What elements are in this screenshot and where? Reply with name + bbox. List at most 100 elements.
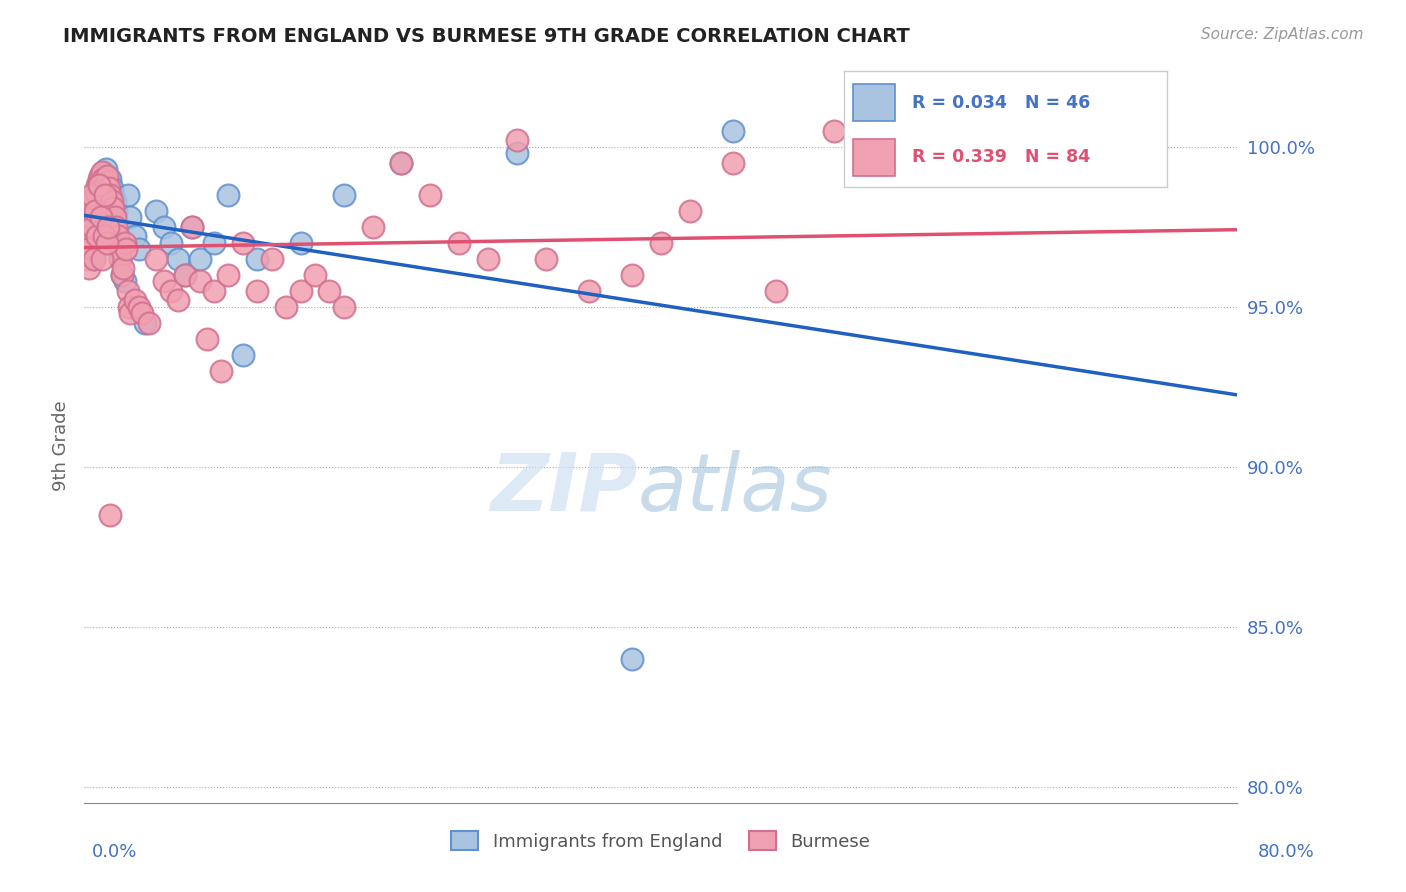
Point	[419, 187, 441, 202]
Point	[621, 652, 644, 666]
Point	[361, 219, 384, 234]
Point	[98, 508, 121, 522]
Point	[209, 364, 232, 378]
Point	[105, 219, 128, 234]
Point	[318, 284, 340, 298]
Point	[246, 252, 269, 266]
Text: R = 0.034   N = 46: R = 0.034 N = 46	[911, 94, 1090, 112]
Point	[120, 210, 142, 224]
Point	[97, 181, 120, 195]
Point	[108, 242, 131, 256]
Text: R = 0.339   N = 84: R = 0.339 N = 84	[911, 148, 1090, 166]
Point	[86, 229, 108, 244]
Point	[112, 261, 135, 276]
Bar	[853, 84, 896, 121]
Point	[188, 274, 211, 288]
Point	[167, 293, 190, 308]
Legend: Immigrants from England, Burmese: Immigrants from England, Burmese	[444, 824, 877, 858]
Point	[91, 165, 114, 179]
Point	[77, 242, 100, 256]
Point	[218, 268, 240, 282]
Point	[90, 165, 112, 179]
Point	[82, 229, 104, 244]
Point	[100, 194, 122, 209]
Point	[290, 235, 312, 250]
Text: Source: ZipAtlas.com: Source: ZipAtlas.com	[1201, 27, 1364, 42]
Point	[103, 201, 124, 215]
Point	[104, 194, 127, 209]
Point	[120, 306, 142, 320]
Point	[391, 156, 413, 170]
Point	[96, 169, 118, 183]
Point	[721, 156, 744, 170]
Point	[80, 203, 103, 218]
Point	[333, 300, 356, 314]
Point	[160, 235, 183, 250]
Point	[87, 187, 110, 202]
Point	[181, 219, 204, 234]
Point	[333, 187, 356, 202]
Point	[506, 146, 529, 161]
Point	[80, 187, 103, 202]
Point	[391, 156, 413, 170]
Point	[76, 235, 98, 250]
Text: IMMIGRANTS FROM ENGLAND VS BURMESE 9TH GRADE CORRELATION CHART: IMMIGRANTS FROM ENGLAND VS BURMESE 9TH G…	[63, 27, 910, 45]
Point	[174, 268, 197, 282]
Point	[80, 242, 103, 256]
Point	[290, 284, 312, 298]
Point	[94, 175, 117, 189]
Point	[90, 171, 112, 186]
Point	[83, 191, 105, 205]
Point	[202, 284, 225, 298]
Point	[449, 235, 471, 250]
Point	[86, 178, 108, 193]
Point	[114, 274, 136, 288]
Point	[145, 252, 167, 266]
Point	[650, 235, 672, 250]
Point	[84, 203, 107, 218]
Text: atlas: atlas	[638, 450, 832, 528]
Point	[82, 197, 104, 211]
Point	[97, 219, 120, 234]
Y-axis label: 9th Grade: 9th Grade	[52, 401, 70, 491]
Point	[506, 133, 529, 147]
Point	[111, 268, 134, 282]
Point	[93, 171, 115, 186]
Point	[103, 187, 124, 202]
Point	[79, 210, 101, 224]
Point	[82, 219, 104, 234]
Point	[111, 268, 134, 282]
Point	[77, 229, 100, 244]
Point	[578, 284, 600, 298]
Point	[218, 187, 240, 202]
Text: 80.0%: 80.0%	[1258, 843, 1315, 861]
Point	[89, 169, 111, 183]
Point	[765, 284, 787, 298]
Point	[110, 252, 132, 266]
Point	[188, 252, 211, 266]
Point	[260, 252, 283, 266]
Point	[89, 178, 111, 193]
Point	[91, 252, 114, 266]
Point	[84, 185, 107, 199]
Point	[138, 316, 160, 330]
Point	[93, 229, 115, 244]
Point	[202, 235, 225, 250]
Point	[91, 171, 114, 186]
Point	[94, 162, 117, 177]
Point	[77, 219, 100, 234]
Point	[96, 235, 118, 250]
Point	[181, 219, 204, 234]
Text: ZIP: ZIP	[491, 450, 638, 528]
Point	[87, 171, 110, 186]
Point	[79, 261, 101, 276]
Point	[96, 169, 118, 183]
Point	[90, 210, 112, 224]
Text: 0.0%: 0.0%	[91, 843, 136, 861]
Point	[104, 210, 127, 224]
Point	[167, 252, 190, 266]
Point	[93, 178, 115, 193]
Point	[83, 252, 105, 266]
Point	[86, 197, 108, 211]
Point	[304, 268, 326, 282]
